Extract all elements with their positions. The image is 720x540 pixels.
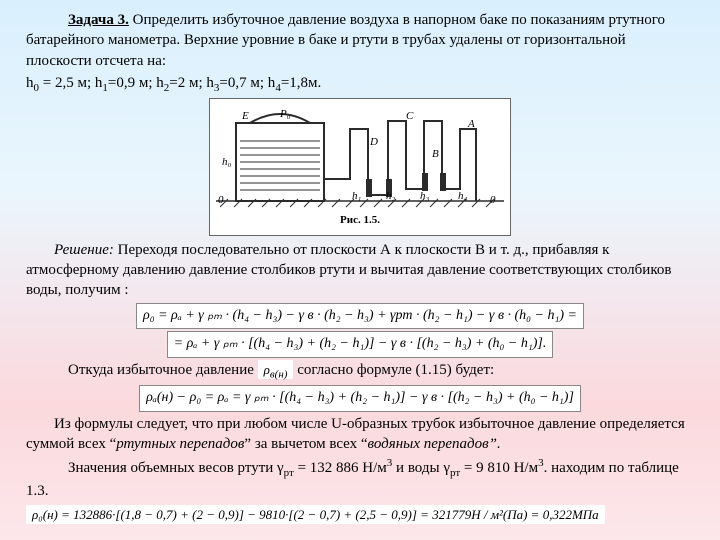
svg-text:0: 0 <box>490 194 496 206</box>
svg-text:P₀: P₀ <box>279 108 291 120</box>
inline-excess-pressure: Откуда избыточное давление ρв(н) согласн… <box>26 360 694 382</box>
heights-line: h0 = 2,5 м; h1=0,9 м; h2=2 м; h3=0,7 м; … <box>26 73 694 96</box>
svg-text:A: A <box>467 118 475 130</box>
figure-caption: Рис. 1.5. <box>340 214 380 226</box>
svg-text:B: B <box>432 148 439 160</box>
figure-1-5: E P₀ D C B A h₀ h₁ h₂ h₃ h₄ 0 0 Рис. 1.5. <box>209 98 511 236</box>
svg-text:0: 0 <box>218 194 224 206</box>
svg-text:E: E <box>241 110 249 122</box>
svg-text:h₀: h₀ <box>222 156 232 168</box>
svg-text:h₄: h₄ <box>458 190 468 202</box>
equation-numeric: ρ₀(н) = 132886·[(1,8 − 0,7) + (2 − 0,9)]… <box>26 505 605 524</box>
problem-statement: Задача 3. Определить избуточное давление… <box>26 10 694 71</box>
svg-text:h₃: h₃ <box>420 190 430 202</box>
equation-1a: ρ₀ = ρₐ + γ ₚₘ · (h₄ − h₃) − γ в · (h₂ −… <box>136 303 584 330</box>
svg-text:h₁: h₁ <box>352 190 362 202</box>
specific-weights: Значения объемных весов ртути γрт = 132 … <box>26 456 694 501</box>
equation-2: ρₐ(н) − ρ₀ = ρₐ = γ ₚₘ · [(h₄ − h₃) + (h… <box>139 385 581 412</box>
equation-1b: = ρₐ + γ ₚₘ · [(h₄ − h₃) + (h₂ − h₁)] − … <box>167 331 554 358</box>
svg-text:D: D <box>369 136 378 148</box>
svg-text:h₂: h₂ <box>386 190 396 202</box>
svg-text:C: C <box>406 110 414 122</box>
explanation-paragraph: Из формулы следует, что при любом числе … <box>26 414 694 455</box>
solution-lead: Решение: Переходя последовательно от пло… <box>26 240 694 301</box>
